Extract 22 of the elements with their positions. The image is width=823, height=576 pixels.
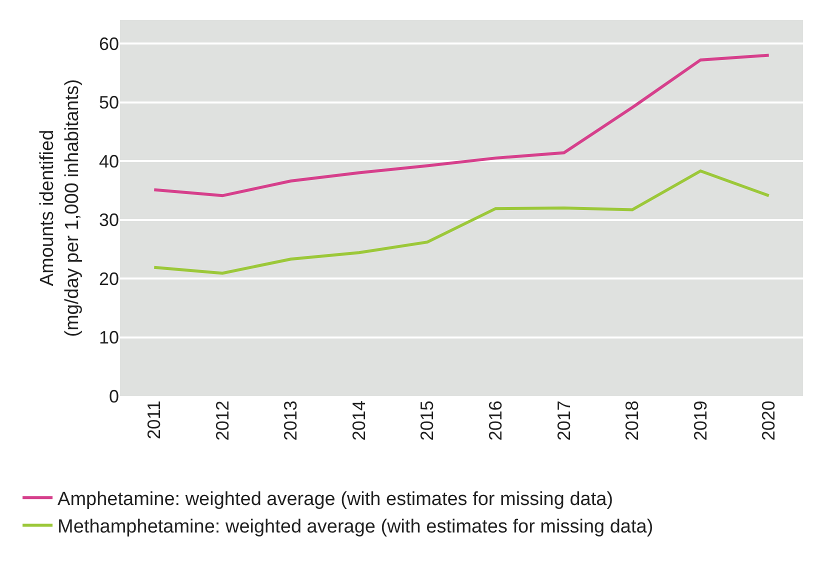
x-tick-label: 2018 — [622, 400, 642, 441]
x-tick-label: 2019 — [690, 400, 710, 441]
x-tick-label: 2014 — [348, 400, 369, 441]
y-tick-label: 20 — [98, 268, 119, 289]
legend-label: Amphetamine: weighted average (with estimates for missing data) — [58, 488, 614, 510]
line-series — [152, 54, 770, 198]
y-tick-label: 40 — [98, 151, 119, 172]
x-tick-label: 2015 — [417, 400, 438, 441]
x-tick-label: 2020 — [758, 400, 779, 441]
x-tick-label: 2017 — [554, 400, 574, 441]
x-tick-label: 2012 — [212, 400, 232, 441]
x-tick-label: 2013 — [280, 400, 301, 441]
y-tick-label: 60 — [98, 34, 119, 54]
y-tick-label: 30 — [98, 210, 119, 230]
y-axis-title: Amounts identified (mg/day per 1,000 inhabitants) — [37, 79, 83, 337]
x-tick-label: 2011 — [144, 400, 164, 440]
legend-label: Methamphetamine: weighted average (with estimates for missing data) — [58, 516, 654, 538]
x-tick-label: 2016 — [486, 400, 506, 441]
line-series — [152, 169, 770, 275]
y-tick-label: 0 — [108, 386, 119, 406]
y-tick-label: 50 — [98, 92, 119, 113]
y-tick-label: 10 — [98, 328, 119, 348]
